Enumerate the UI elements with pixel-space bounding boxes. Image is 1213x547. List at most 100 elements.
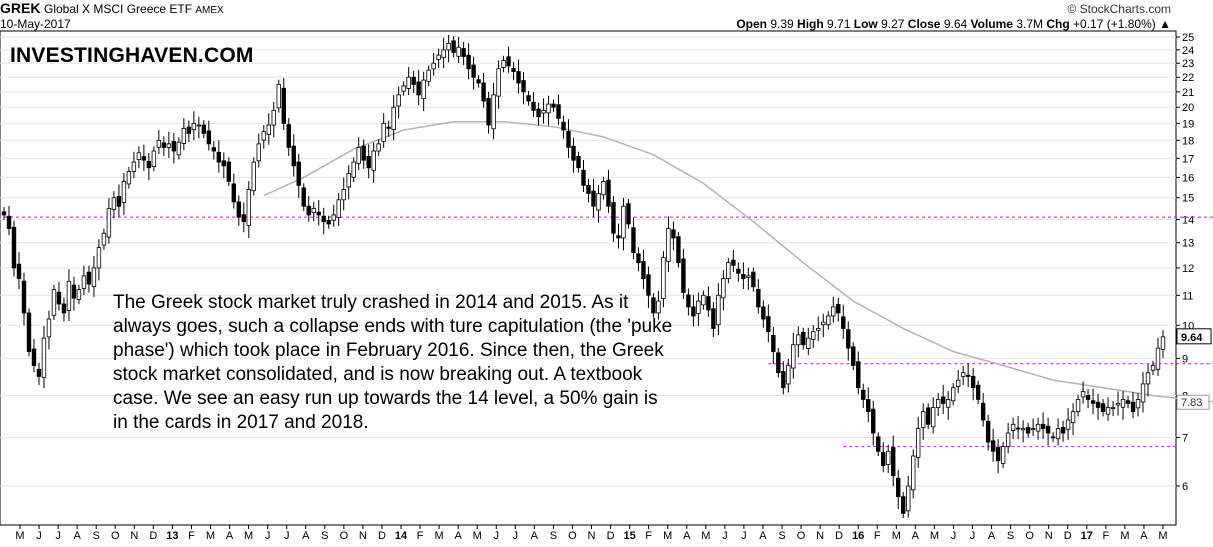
- x-tick-label: F: [1102, 530, 1109, 542]
- x-tick-label: F: [417, 530, 424, 542]
- candle-body: [716, 294, 721, 326]
- y-tick-label: 13: [1182, 238, 1194, 250]
- candle-body: [686, 294, 691, 308]
- candle-body: [346, 173, 351, 188]
- x-tick-label: J: [513, 530, 519, 542]
- candle-body: [1040, 423, 1046, 430]
- candle-body: [511, 68, 516, 72]
- x-tick-label: M: [1120, 530, 1129, 542]
- y-tick-label: 14: [1182, 214, 1194, 226]
- candle-body: [1030, 428, 1036, 431]
- annotation-text: The Greek stock market truly crashed in …: [113, 292, 673, 433]
- candle-body: [886, 450, 891, 465]
- candle-body: [781, 371, 786, 389]
- candle-body: [646, 274, 651, 296]
- candle-body: [216, 151, 222, 163]
- x-tick-label: A: [759, 530, 767, 542]
- candle-body: [1020, 428, 1026, 431]
- x-tick-label: M: [701, 530, 710, 542]
- candle-body: [591, 190, 596, 207]
- watermark: INVESTINGHAVEN.COM: [10, 44, 254, 67]
- x-tick-label: S: [1007, 530, 1014, 542]
- candle-body: [56, 291, 62, 305]
- candle-body: [151, 150, 157, 167]
- candle-body: [201, 124, 207, 134]
- y-tick-label: 25: [1182, 32, 1194, 44]
- source-credit[interactable]: © StockCharts.com: [1067, 2, 1171, 16]
- candle-body: [51, 289, 57, 316]
- candle-body: [1110, 407, 1116, 409]
- candle-body: [521, 80, 526, 93]
- candle-body: [271, 109, 276, 126]
- last-price-label: 9.64: [1181, 332, 1203, 344]
- y-tick-label: 12: [1182, 263, 1194, 275]
- candle-body: [71, 284, 77, 299]
- candle-body: [706, 296, 711, 311]
- x-tick-label: D: [1064, 530, 1072, 542]
- x-tick-label: F: [188, 530, 195, 542]
- candle-body: [1105, 407, 1111, 415]
- x-tick-label: A: [226, 530, 234, 542]
- x-tick-label: M: [930, 530, 939, 542]
- candle-body: [606, 179, 611, 207]
- candle-body: [371, 150, 376, 171]
- plot-frame: [0, 30, 1177, 526]
- candle-body: [1115, 403, 1121, 406]
- y-tick-label: 9: [1182, 353, 1188, 365]
- candle-body: [711, 308, 716, 329]
- candle-body: [656, 300, 661, 314]
- candle-body: [1155, 347, 1161, 370]
- x-tick-label: J: [951, 530, 957, 542]
- candle-body: [1075, 399, 1081, 413]
- y-tick-label: 24: [1182, 45, 1194, 57]
- candle-body: [901, 496, 906, 514]
- x-tick-label: M: [244, 530, 253, 542]
- high-label: High: [797, 17, 824, 31]
- x-tick-label: O: [111, 530, 120, 542]
- candle-body: [331, 214, 336, 221]
- candle-body: [91, 267, 97, 287]
- candle-body: [21, 280, 27, 314]
- candle-body: [41, 337, 47, 379]
- x-tick-label: N: [1045, 530, 1053, 542]
- y-tick-label: 6: [1182, 481, 1188, 493]
- x-tick-label: M: [892, 530, 901, 542]
- candle-body: [1050, 436, 1056, 439]
- candle-body: [571, 145, 576, 161]
- x-tick-label: S: [93, 530, 100, 542]
- candle-body: [1150, 365, 1156, 371]
- candle-body: [341, 189, 346, 201]
- candle-body: [856, 361, 861, 389]
- candle-body: [1125, 400, 1131, 404]
- candle-body: [236, 201, 241, 218]
- candle-body: [641, 261, 646, 279]
- candle-body: [891, 447, 896, 477]
- candle-body: [576, 156, 581, 169]
- candle-body: [601, 180, 606, 196]
- candle-body: [316, 211, 321, 216]
- x-tick-label: A: [454, 530, 462, 542]
- x-tick-label: O: [340, 530, 349, 542]
- candle-body: [950, 387, 956, 402]
- candle-body: [676, 236, 681, 264]
- y-tick-label: 15: [1182, 193, 1194, 205]
- candle-body: [131, 161, 137, 172]
- candle-body: [846, 329, 851, 349]
- high-value: 9.71: [827, 17, 851, 31]
- candle-body: [31, 348, 37, 366]
- open-value: 9.39: [770, 17, 794, 31]
- ticker-symbol: GREK: [0, 0, 41, 16]
- candle-body: [386, 126, 391, 129]
- candle-body: [251, 161, 256, 192]
- candle-body: [1120, 399, 1126, 408]
- x-tick-label: M: [206, 530, 215, 542]
- candle-body: [321, 215, 326, 223]
- candle-body: [411, 76, 416, 85]
- candle-body: [701, 294, 706, 306]
- candle-body: [1080, 391, 1086, 398]
- x-tick-label: 17: [1081, 530, 1093, 542]
- candle-body: [486, 98, 491, 126]
- x-tick-label: A: [988, 530, 996, 542]
- candle-body: [816, 328, 821, 331]
